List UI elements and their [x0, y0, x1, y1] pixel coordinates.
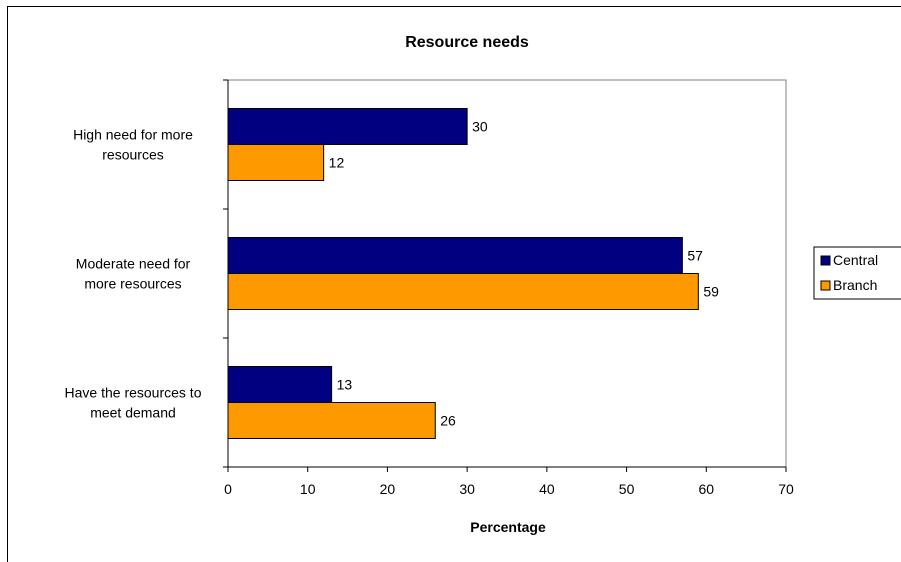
- category-label-line: more resources: [84, 276, 181, 292]
- x-tick-label: 70: [778, 481, 794, 497]
- legend-label-branch: Branch: [833, 277, 877, 293]
- x-tick-label: 30: [459, 481, 475, 497]
- category-label-line: meet demand: [90, 405, 176, 421]
- category-label-line: Moderate need for: [76, 256, 191, 272]
- data-label: 12: [329, 155, 345, 171]
- x-tick-label: 60: [698, 481, 714, 497]
- category-label: Have the resources to meet demand: [65, 385, 202, 421]
- bar-branch: [227, 144, 325, 181]
- legend-swatch-branch: [820, 280, 831, 291]
- legend: Central Branch: [813, 246, 901, 300]
- data-label: 26: [440, 413, 456, 429]
- category-label-line: High need for more: [73, 127, 193, 143]
- category-label-line: resources: [102, 147, 163, 163]
- x-tick-label: 10: [300, 481, 316, 497]
- bar-central: [227, 108, 468, 145]
- data-label: 13: [337, 377, 353, 393]
- chart-title: Resource needs: [405, 34, 529, 51]
- x-tick-label: 20: [380, 481, 396, 497]
- chart-frame: [7, 6, 901, 562]
- category-label: High need for more resources: [73, 127, 193, 163]
- legend-label-central: Central: [833, 252, 878, 268]
- data-label: 57: [687, 248, 703, 264]
- legend-swatch-central: [820, 255, 831, 266]
- bar-central: [227, 366, 333, 403]
- plot-area: 0 10 20 30 40 50 60 70 High need for more resourc…: [65, 79, 794, 497]
- bar-central: [227, 237, 683, 274]
- x-tick-label: 0: [224, 481, 232, 497]
- x-tick-label: 40: [539, 481, 555, 497]
- category-label: Moderate need for more resources: [76, 256, 191, 292]
- bar-branch: [227, 402, 436, 439]
- x-tick-label: 50: [619, 481, 635, 497]
- data-label: 30: [472, 119, 488, 135]
- bar-branch: [227, 273, 699, 310]
- data-label: 59: [703, 284, 719, 300]
- category-label-line: Have the resources to: [65, 385, 202, 401]
- x-axis-label: Percentage: [470, 519, 546, 535]
